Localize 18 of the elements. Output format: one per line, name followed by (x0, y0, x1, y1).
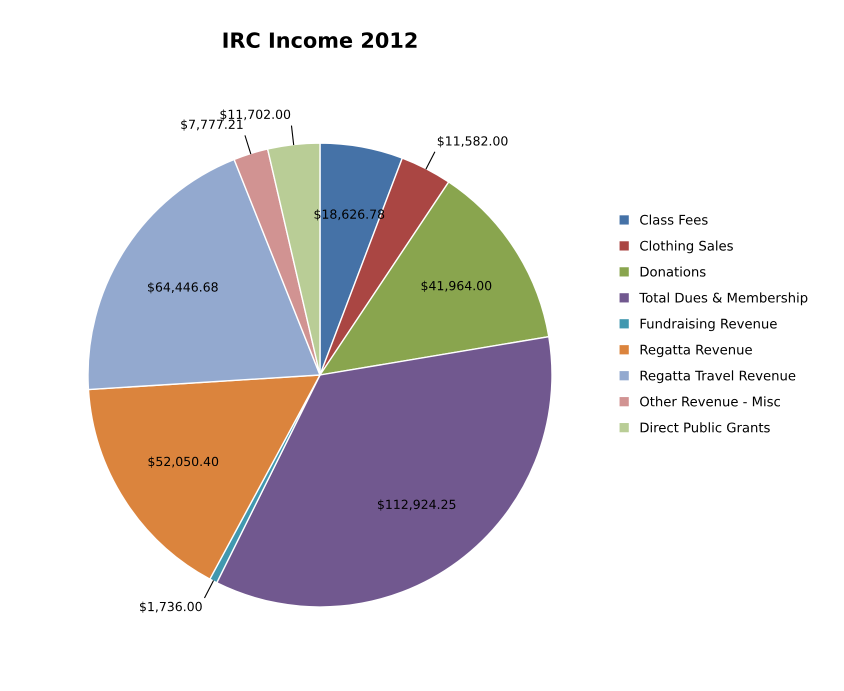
legend-label: Regatta Travel Revenue (640, 370, 796, 384)
legend-label: Total Dues & Membership (639, 292, 808, 306)
data-label: $11,582.00 (438, 136, 508, 148)
legend-label: Fundraising Revenue (640, 318, 777, 332)
data-label: $112,924.25 (378, 499, 456, 511)
legend-label: Direct Public Grants (640, 422, 770, 432)
legend-label: Clothing Sales (640, 240, 733, 254)
legend-label: Other Revenue - Misc (640, 396, 780, 406)
data-label: $7,777.21 (181, 119, 243, 131)
data-label: $41,964.00 (422, 280, 492, 292)
data-label: $1,736.00 (140, 602, 202, 613)
data-label: $11,702.00 (220, 109, 290, 121)
data-label: $52,050.40 (148, 456, 218, 468)
legend-label: Donations (640, 266, 706, 277)
legend-label: Class Fees (640, 214, 708, 225)
chart-title: IRC Income 2012 (224, 32, 417, 48)
data-label: $64,446.68 (148, 282, 218, 294)
legend-label: Regatta Revenue (640, 344, 752, 358)
